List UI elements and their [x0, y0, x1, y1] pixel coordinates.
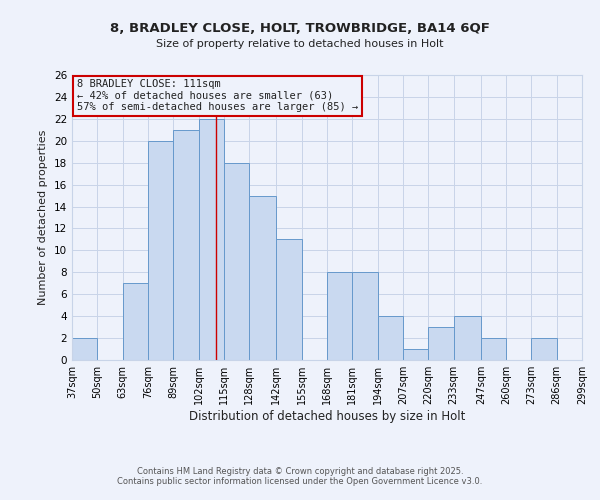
Bar: [428, 327, 454, 360]
Bar: [173, 130, 199, 360]
Text: Size of property relative to detached houses in Holt: Size of property relative to detached ho…: [156, 39, 444, 49]
Bar: [454, 316, 481, 360]
Bar: [199, 119, 224, 360]
Bar: [352, 272, 377, 360]
Bar: [582, 349, 600, 360]
Bar: [377, 316, 403, 360]
Bar: [532, 338, 557, 360]
Bar: [72, 338, 97, 360]
Bar: [148, 141, 173, 360]
X-axis label: Distribution of detached houses by size in Holt: Distribution of detached houses by size …: [189, 410, 465, 423]
Text: 8, BRADLEY CLOSE, HOLT, TROWBRIDGE, BA14 6QF: 8, BRADLEY CLOSE, HOLT, TROWBRIDGE, BA14…: [110, 22, 490, 36]
Bar: [122, 284, 148, 360]
Text: Contains HM Land Registry data © Crown copyright and database right 2025.: Contains HM Land Registry data © Crown c…: [137, 467, 463, 476]
Text: 8 BRADLEY CLOSE: 111sqm
← 42% of detached houses are smaller (63)
57% of semi-de: 8 BRADLEY CLOSE: 111sqm ← 42% of detache…: [77, 80, 358, 112]
Bar: [277, 240, 302, 360]
Bar: [327, 272, 352, 360]
Bar: [403, 349, 428, 360]
Bar: [224, 162, 249, 360]
Bar: [249, 196, 277, 360]
Text: Contains public sector information licensed under the Open Government Licence v3: Contains public sector information licen…: [118, 477, 482, 486]
Bar: [481, 338, 506, 360]
Y-axis label: Number of detached properties: Number of detached properties: [38, 130, 49, 305]
